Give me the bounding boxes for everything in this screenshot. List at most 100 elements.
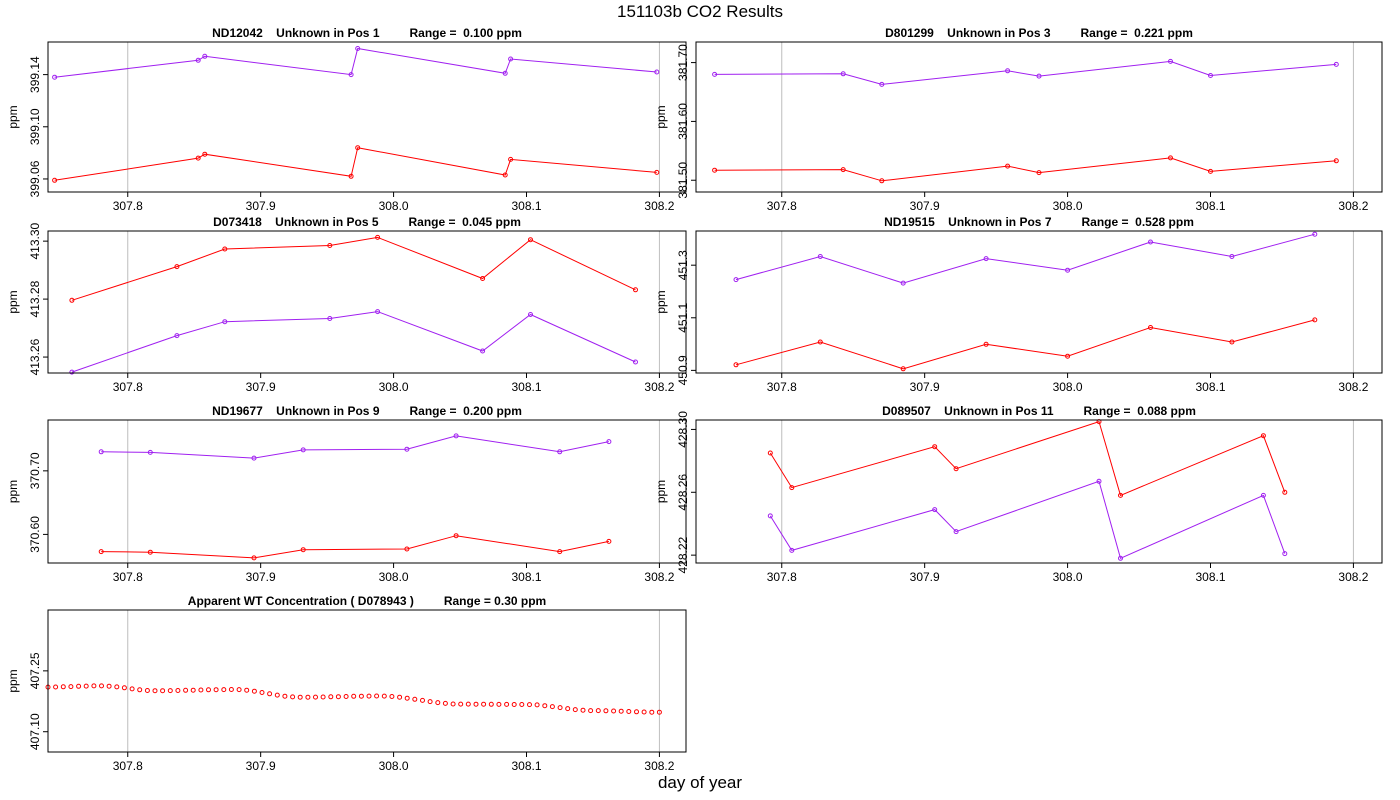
x-tick-label: 308.0 xyxy=(1053,199,1083,213)
series-line-red xyxy=(735,319,1315,370)
plot-frame xyxy=(47,41,687,193)
data-point-red xyxy=(789,485,795,491)
data-point-purple xyxy=(840,71,846,77)
x-tick-label: 308.1 xyxy=(511,759,541,773)
plot-frame xyxy=(47,230,687,374)
data-point-purple xyxy=(453,433,459,439)
y-axis-label: ppm xyxy=(6,669,20,692)
data-point-red xyxy=(381,693,387,699)
data-point-red xyxy=(618,708,624,714)
data-point-red xyxy=(1005,163,1011,169)
data-point-red xyxy=(879,178,885,184)
data-point-red xyxy=(137,687,143,693)
data-point-red xyxy=(206,687,211,693)
data-point-purple xyxy=(1065,267,1071,273)
x-tick-label: 308.0 xyxy=(379,759,409,773)
data-point-purple xyxy=(1118,555,1123,561)
y-tick-label: 407.25 xyxy=(28,652,42,689)
x-tick-label: 308.0 xyxy=(1053,570,1083,584)
data-point-red xyxy=(528,237,533,243)
data-point-red xyxy=(174,264,180,270)
data-point-purple xyxy=(879,81,885,87)
data-point-purple xyxy=(348,72,354,78)
x-axis-label: day of year xyxy=(657,773,743,792)
data-point-red xyxy=(389,694,395,699)
data-point-red xyxy=(282,693,288,699)
page-title: 151103b CO2 Results xyxy=(616,2,783,21)
y-tick-label: 413.30 xyxy=(28,222,42,259)
data-point-red xyxy=(348,173,354,179)
data-point-red xyxy=(511,702,517,707)
data-point-red xyxy=(649,709,655,715)
x-tick-label: 307.9 xyxy=(910,199,940,213)
data-point-red xyxy=(488,701,494,707)
data-point-purple xyxy=(528,312,533,317)
data-point-red xyxy=(508,156,514,162)
data-point-red xyxy=(840,167,846,173)
data-point-red xyxy=(290,694,296,700)
series-line-red xyxy=(101,535,610,559)
data-point-red xyxy=(152,688,158,694)
data-point-red xyxy=(534,702,540,708)
data-point-red xyxy=(549,704,555,710)
data-point-purple xyxy=(633,359,638,365)
y-tick-label: 399.14 xyxy=(28,56,42,93)
series-line-red xyxy=(714,157,1337,182)
panel-nd19515: ND19515 Unknown in Pos 7 Range = 0.528 p… xyxy=(654,215,1383,394)
data-point-red xyxy=(504,701,510,707)
data-point-red xyxy=(565,706,571,712)
data-point-red xyxy=(313,694,318,700)
data-point-red xyxy=(435,700,441,706)
y-tick-label: 428.30 xyxy=(676,411,690,448)
data-point-red xyxy=(335,694,341,700)
x-tick-label: 308.2 xyxy=(644,570,674,584)
y-tick-label: 413.26 xyxy=(28,338,42,375)
data-point-red xyxy=(98,549,104,555)
plot-frame xyxy=(47,419,687,564)
data-point-purple xyxy=(900,280,906,286)
data-point-red xyxy=(121,685,127,691)
data-point-red xyxy=(557,549,563,555)
data-point-purple xyxy=(817,254,823,259)
data-point-purple xyxy=(98,449,104,455)
data-point-red xyxy=(1148,325,1153,330)
data-point-purple xyxy=(1148,239,1153,245)
data-point-red xyxy=(251,555,257,561)
data-point-red xyxy=(60,684,66,690)
data-point-red xyxy=(527,702,532,708)
y-tick-label: 413.28 xyxy=(28,280,42,317)
data-point-red xyxy=(557,705,563,711)
x-tick-label: 307.8 xyxy=(113,759,143,773)
panel-title: ND12042 Unknown in Pos 1 Range = 0.100 p… xyxy=(212,26,522,40)
y-axis-label: ppm xyxy=(6,105,20,128)
data-point-red xyxy=(305,694,311,700)
x-tick-label: 308.1 xyxy=(1195,199,1225,213)
data-point-red xyxy=(147,549,153,555)
data-point-red xyxy=(626,709,632,714)
series-line-purple xyxy=(101,435,610,459)
series-line-purple xyxy=(735,233,1315,284)
data-point-red xyxy=(656,709,662,715)
data-point-purple xyxy=(789,547,795,553)
data-point-purple xyxy=(327,316,333,321)
data-point-red xyxy=(420,697,425,703)
data-point-purple xyxy=(953,529,959,535)
data-point-red xyxy=(327,243,333,248)
data-point-red xyxy=(767,450,773,456)
data-point-red xyxy=(267,691,273,697)
panel-nd19677: ND19677 Unknown in Pos 9 Range = 0.200 p… xyxy=(6,404,687,584)
data-point-red xyxy=(450,701,456,707)
x-tick-label: 307.8 xyxy=(767,199,797,213)
y-tick-label: 451.1 xyxy=(676,302,690,332)
x-tick-label: 307.9 xyxy=(246,570,276,584)
data-point-red xyxy=(198,687,204,693)
data-point-red xyxy=(953,466,959,472)
data-point-red xyxy=(221,687,227,693)
x-tick-label: 307.9 xyxy=(910,570,940,584)
data-point-red xyxy=(588,708,594,714)
data-point-red xyxy=(355,145,361,151)
data-point-red xyxy=(99,683,104,689)
data-point-red xyxy=(52,177,58,183)
data-point-red xyxy=(114,684,120,690)
data-point-red xyxy=(167,688,173,694)
